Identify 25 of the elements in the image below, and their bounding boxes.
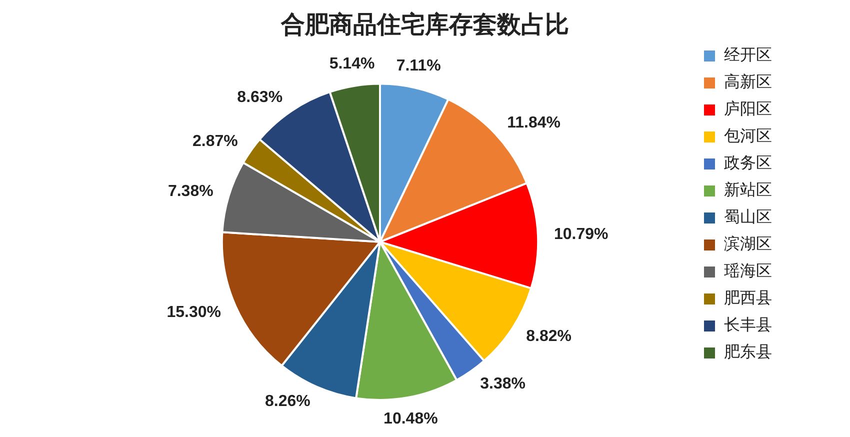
- data-label: 5.14%: [329, 56, 375, 73]
- legend-label: 肥西县: [724, 288, 772, 308]
- data-label: 2.87%: [192, 132, 238, 150]
- legend-label: 长丰县: [724, 315, 772, 334]
- legend-label: 政务区: [724, 153, 772, 172]
- data-label: 8.26%: [264, 392, 310, 410]
- legend-label: 蜀山区: [724, 207, 772, 226]
- data-label: 8.82%: [526, 328, 572, 345]
- data-label: 3.38%: [480, 376, 526, 393]
- data-label: 10.79%: [554, 226, 608, 244]
- legend-label: 高新区: [724, 72, 772, 92]
- chart-title: 合肥商品住宅库存套数占比: [280, 10, 569, 39]
- legend-label: 瑶海区: [724, 261, 772, 280]
- legend-label: 肥东县: [724, 342, 772, 362]
- data-label: 10.48%: [384, 410, 438, 428]
- data-label: 15.30%: [166, 304, 221, 322]
- data-label: 7.11%: [396, 58, 441, 75]
- data-label: 7.38%: [168, 182, 214, 200]
- legend-label: 经开区: [724, 45, 772, 64]
- legend-label: 滨湖区: [724, 234, 772, 254]
- data-label: 11.84%: [507, 114, 561, 132]
- data-label: 8.63%: [237, 89, 283, 106]
- legend-label: 包河区: [724, 126, 772, 146]
- legend-label: 庐阳区: [724, 99, 772, 118]
- legend-label: 新站区: [724, 180, 772, 200]
